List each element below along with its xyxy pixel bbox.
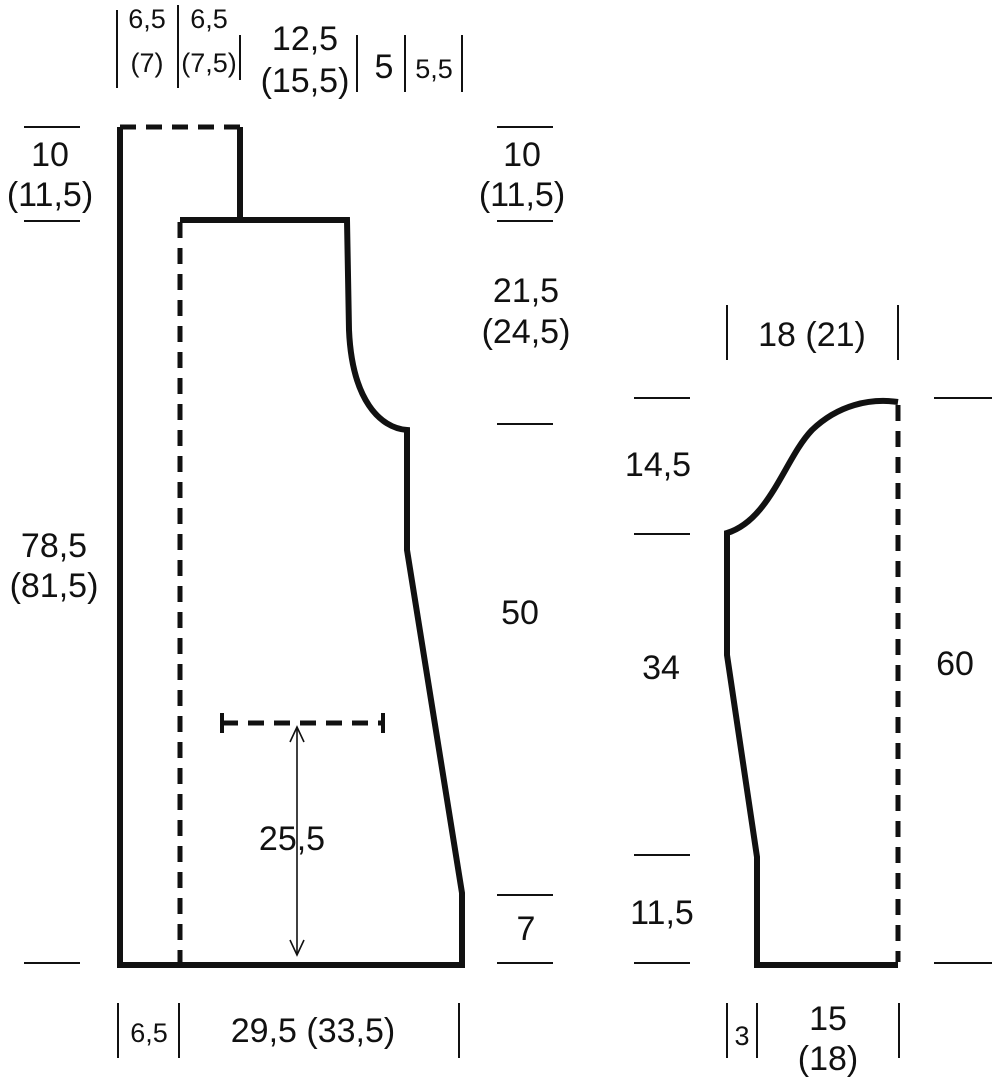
left-top-height: 10 — [31, 136, 69, 174]
sleeve-mid-height: 34 — [642, 649, 680, 687]
armhole-height-alt: (24,5) — [482, 313, 571, 351]
hem-height: 7 — [517, 910, 536, 948]
sleeve-bottom-width-alt: (18) — [798, 1040, 858, 1078]
sleeve-outline — [724, 397, 899, 968]
top-width-5: 5,5 — [415, 54, 453, 84]
top-width-3-alt: (15,5) — [261, 62, 350, 100]
top-width-2-alt: (7,5) — [181, 48, 237, 78]
sleeve-total-height: 60 — [936, 645, 974, 683]
top-width-1-alt: (7) — [131, 48, 164, 78]
top-width-1: 6,5 — [128, 4, 166, 34]
bottom-left-width: 6,5 — [130, 1018, 168, 1048]
pocket-height: 25,5 — [259, 820, 325, 858]
top-width-2: 6,5 — [190, 4, 228, 34]
sleeve-bottom-left: 3 — [734, 1021, 749, 1051]
arrow-heads-icon — [289, 725, 305, 957]
armhole-height: 21,5 — [493, 272, 559, 310]
right-top-height: 10 — [503, 136, 541, 174]
body-piece — [117, 124, 465, 968]
total-height: 78,5 — [21, 527, 87, 565]
right-top-height-alt: (11,5) — [479, 176, 565, 214]
left-top-height-alt: (11,5) — [7, 176, 93, 214]
sleeve-cuff-height: 11,5 — [630, 894, 694, 932]
body-outline — [117, 127, 465, 968]
top-dimension-ticks — [116, 5, 463, 92]
sleeve-bottom-width: 15 — [809, 1000, 847, 1038]
sleeve-piece — [724, 397, 901, 968]
side-height: 50 — [501, 594, 539, 632]
sleeve-top-width: 18 (21) — [758, 316, 866, 354]
top-width-3: 12,5 — [272, 20, 338, 58]
total-height-alt: (81,5) — [10, 567, 99, 605]
sleeve-cap-height: 14,5 — [625, 446, 691, 484]
top-width-4: 5 — [375, 48, 394, 86]
bottom-width: 29,5 (33,5) — [231, 1012, 395, 1050]
